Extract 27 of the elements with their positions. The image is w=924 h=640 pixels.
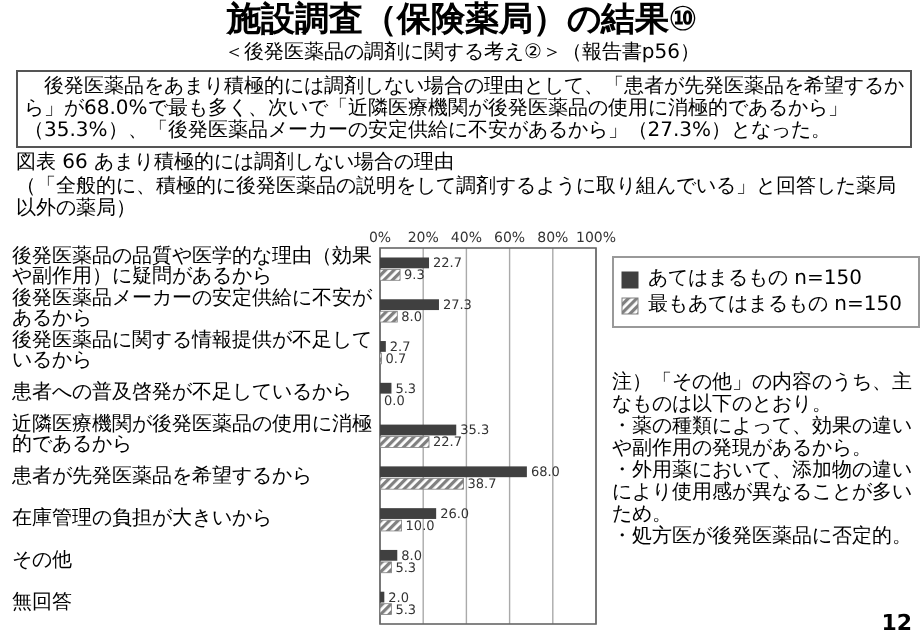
bar xyxy=(379,269,401,281)
bar xyxy=(380,382,392,394)
bar xyxy=(380,549,398,561)
title: 施設調査（保険薬局）の結果⑩ xyxy=(224,2,700,40)
bar xyxy=(380,508,437,519)
legend-label: あてはまるもの n=150 xyxy=(648,268,862,290)
bar xyxy=(379,519,402,532)
annotation: 12 xyxy=(881,611,912,636)
annotation: 後発医薬品をあまり積極的には調剤しない場合の理由として、「患者が先発医薬品を希望するから」が68.0%で最も多く、次いで「近隣医療機関が後発医薬品の使用に消極的であるから」（35.3%）、「後発医薬品メーカーの安定供給に不安があるから」（27.3%）となった。 xyxy=(16,70,912,148)
annotation: （「全般的に、積極的に後発医薬品の説明をして調剤するように取り組んでいる」と回答した薬局以外の薬局） xyxy=(16,176,898,220)
annotation: 図表 66 あまり積極的には調剤しない場合の理由 xyxy=(16,152,457,174)
bar xyxy=(379,561,392,574)
bar xyxy=(379,477,464,490)
bar xyxy=(380,299,439,311)
annotation: ・外用薬において、添加物の違いにより使用感が異なることが多いため。 xyxy=(612,460,914,526)
subtitle: ＜後発医薬品の調剤に関する考え②＞（報告書p56） xyxy=(221,42,703,64)
bar xyxy=(380,424,457,436)
legend: あてはまるもの n=150 最もあてはまるもの n=150 xyxy=(612,256,920,328)
bar xyxy=(380,257,430,269)
annotation: 注）「その他」の内容のうち、主なものは以下のとおり。 xyxy=(612,372,914,416)
bar xyxy=(379,436,430,448)
bar xyxy=(379,603,392,615)
bar xyxy=(380,341,386,352)
annotation: ・薬の種類によって、効果の違いや副作用の発現があるから。 xyxy=(612,416,914,460)
annotation: ・処方医が後発医薬品に否定的。 xyxy=(612,526,914,548)
bar xyxy=(380,466,527,478)
bar xyxy=(379,310,398,323)
